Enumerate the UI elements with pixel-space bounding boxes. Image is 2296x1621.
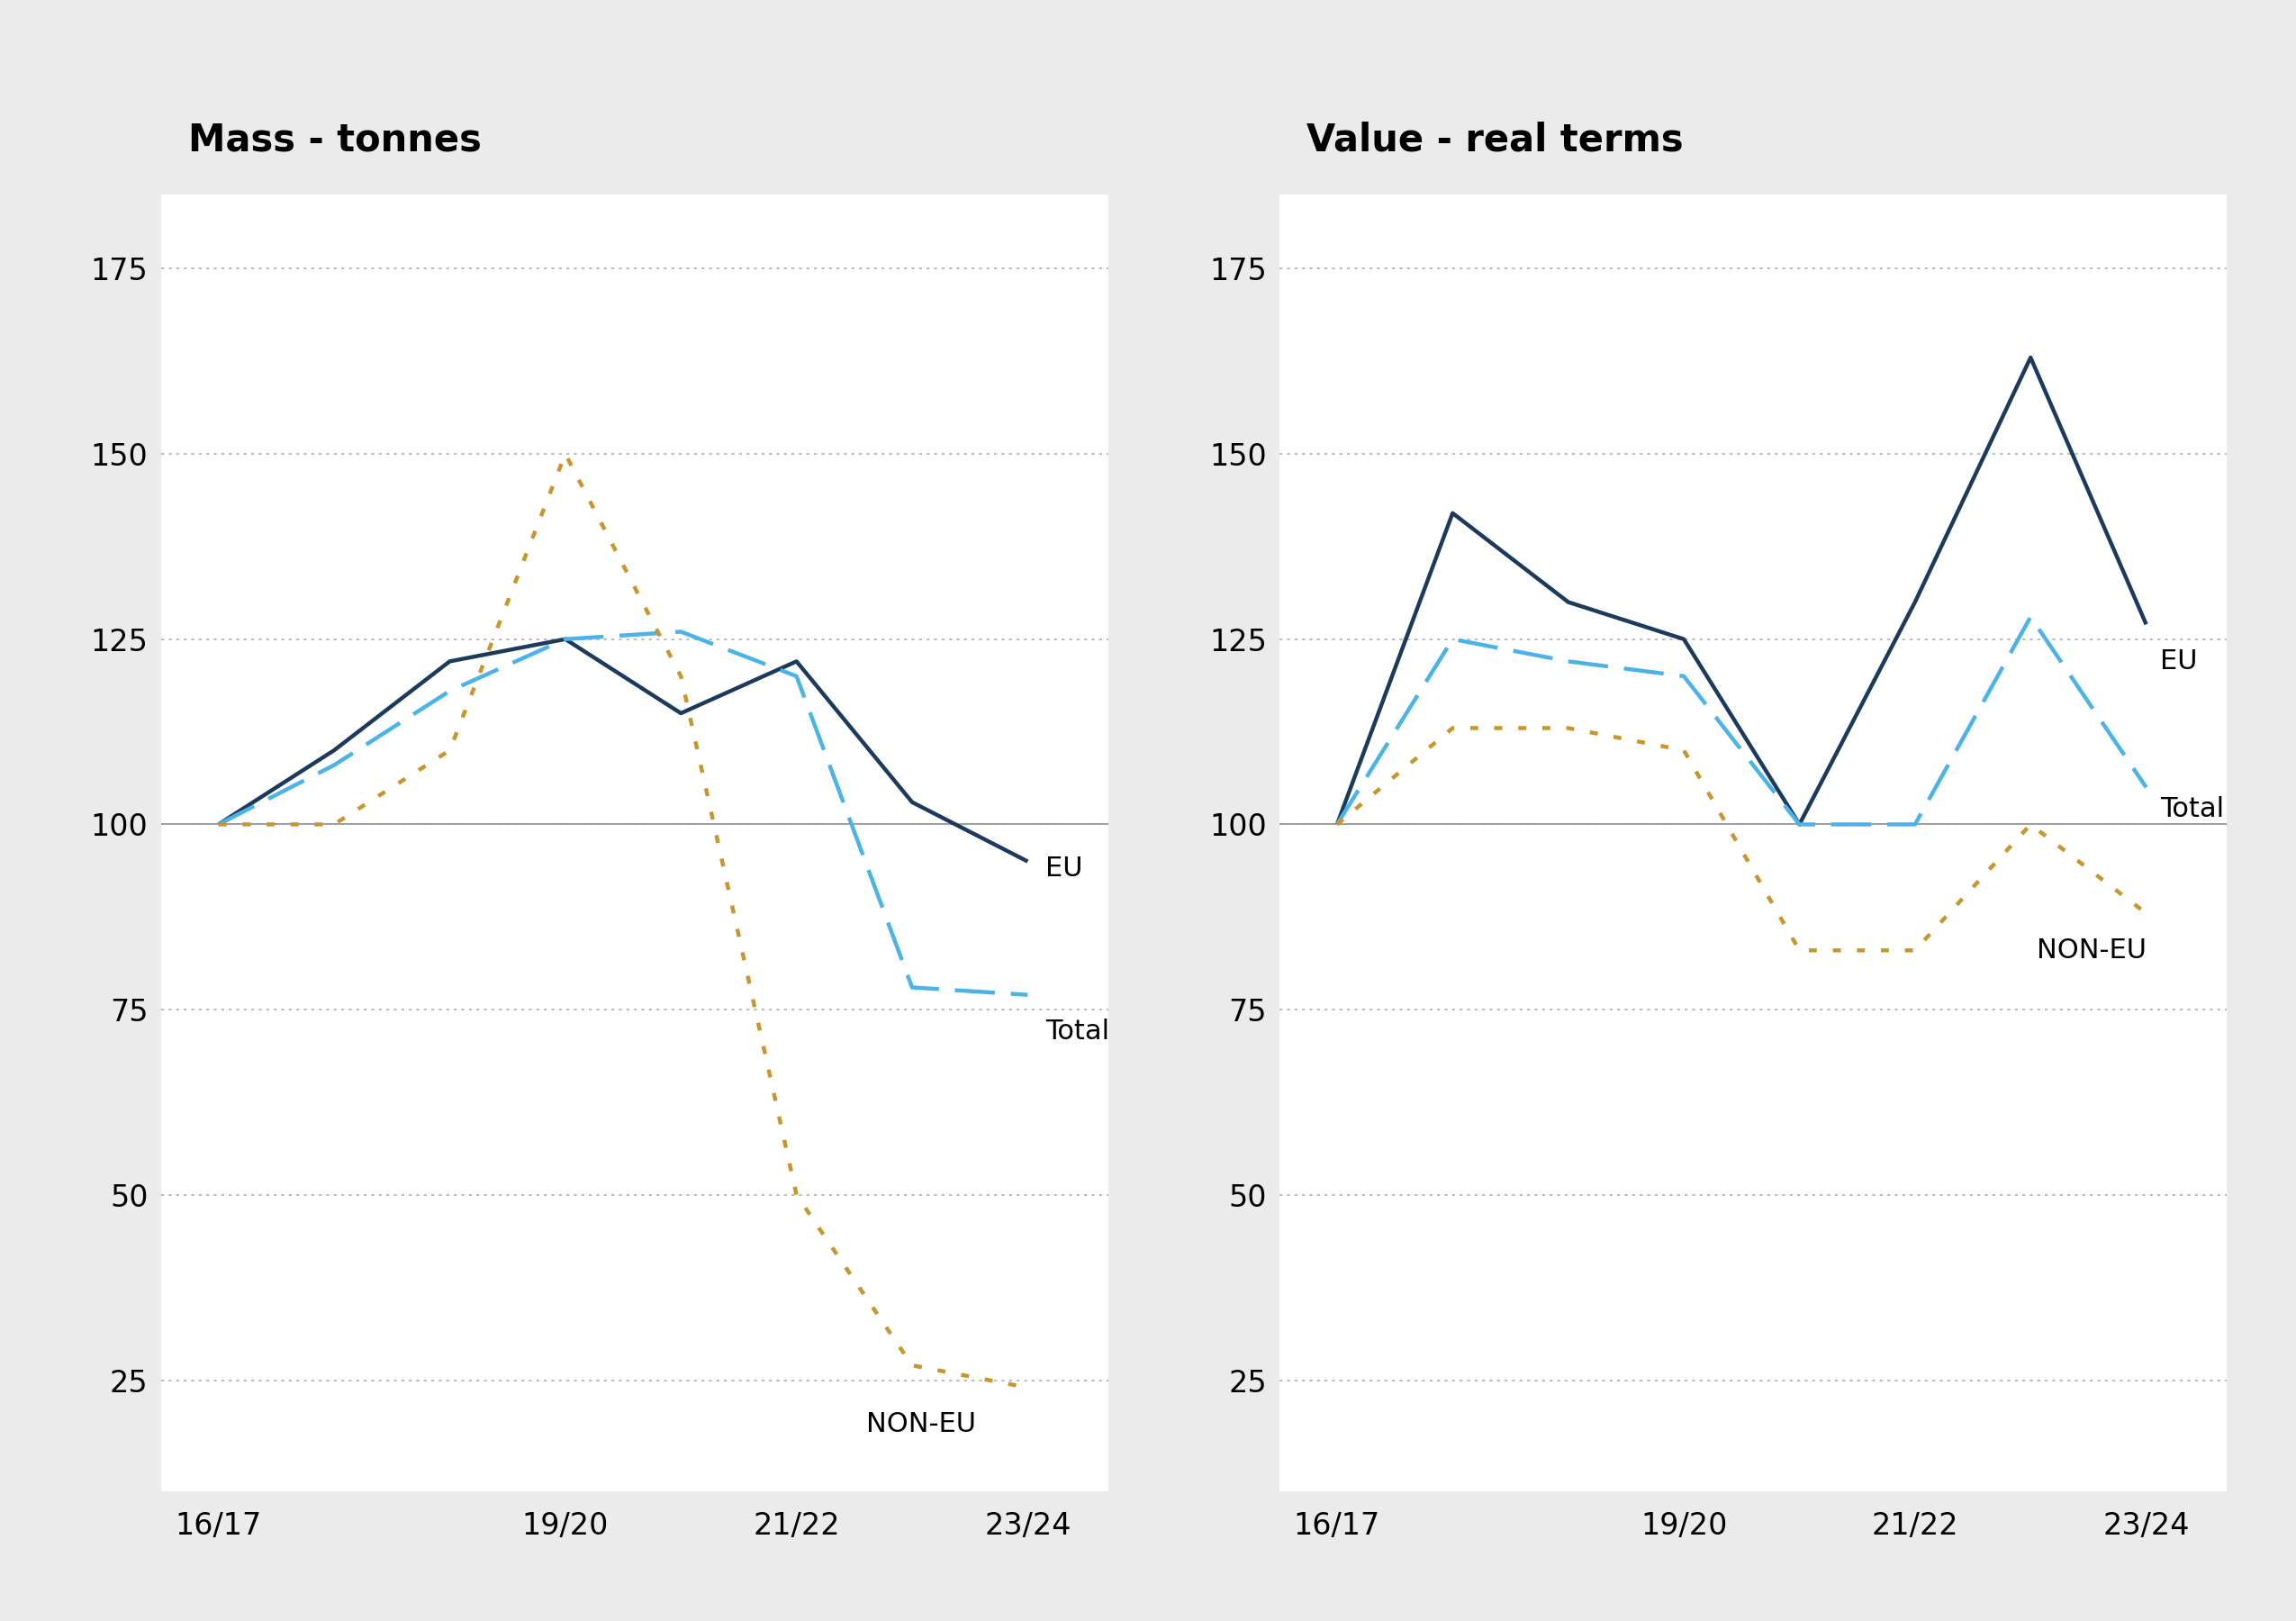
Text: Value - real terms: Value - real terms [1306,122,1683,159]
Text: Total: Total [1045,1020,1109,1046]
Text: Total: Total [2161,796,2225,822]
Text: NON-EU: NON-EU [866,1412,976,1438]
Text: EU: EU [2161,648,2197,674]
Text: Mass - tonnes: Mass - tonnes [188,122,482,159]
Text: NON-EU: NON-EU [2037,937,2147,963]
Text: EU: EU [1045,856,1081,882]
